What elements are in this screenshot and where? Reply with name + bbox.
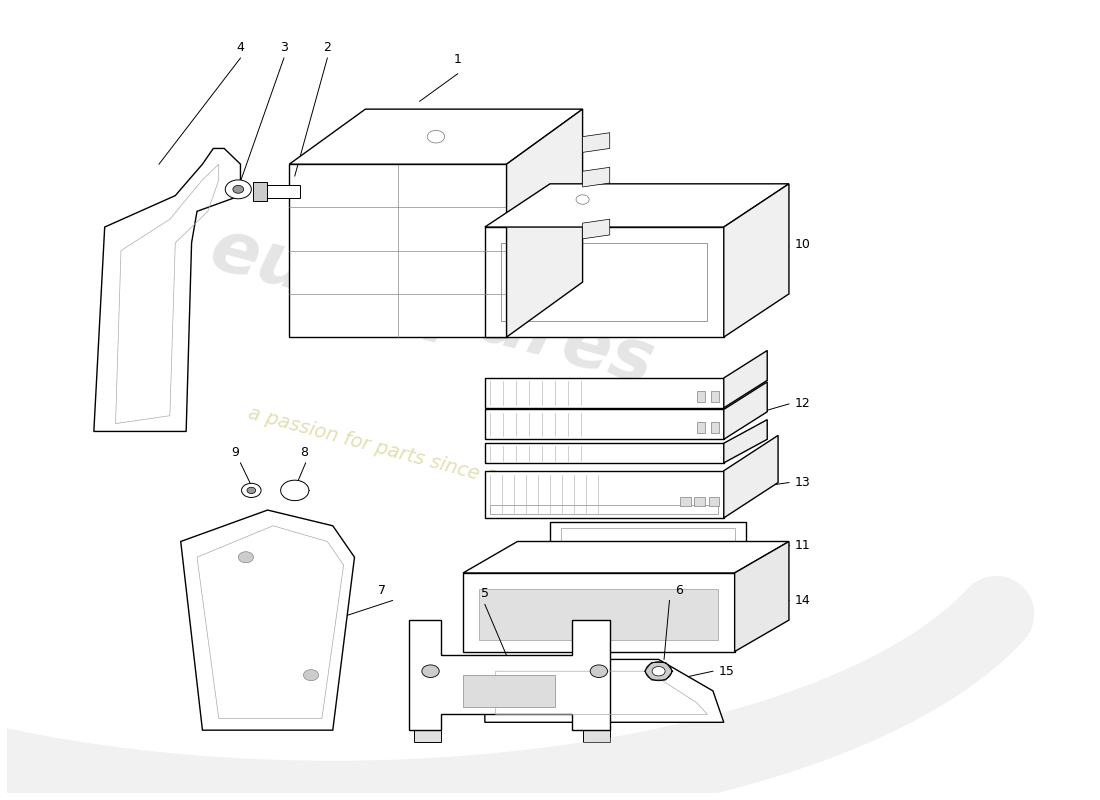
Bar	[696, 422, 705, 433]
Bar	[696, 390, 705, 402]
Bar	[694, 497, 705, 506]
Bar	[583, 728, 609, 742]
Bar	[253, 182, 266, 201]
Text: 6: 6	[675, 583, 683, 597]
Bar	[480, 589, 718, 640]
Polygon shape	[583, 167, 609, 187]
Polygon shape	[180, 510, 354, 730]
Bar	[711, 422, 719, 433]
Text: 11: 11	[794, 539, 810, 552]
Text: a passion for parts since 1985: a passion for parts since 1985	[246, 404, 536, 498]
Bar	[680, 497, 691, 506]
Circle shape	[652, 666, 666, 676]
Circle shape	[304, 670, 319, 681]
Polygon shape	[724, 184, 789, 337]
Text: 2: 2	[323, 41, 331, 54]
Circle shape	[280, 480, 309, 501]
Polygon shape	[583, 219, 609, 239]
Text: 15: 15	[718, 665, 734, 678]
Bar	[463, 573, 735, 651]
Text: 14: 14	[794, 594, 810, 607]
Polygon shape	[507, 109, 583, 337]
Polygon shape	[485, 184, 789, 227]
Text: 4: 4	[236, 41, 244, 54]
Bar	[485, 227, 724, 337]
Polygon shape	[463, 542, 789, 573]
Polygon shape	[409, 620, 609, 730]
Bar	[561, 528, 735, 558]
Bar	[415, 728, 441, 742]
Polygon shape	[289, 109, 583, 164]
Text: 13: 13	[794, 476, 810, 489]
Polygon shape	[735, 542, 789, 651]
Bar	[711, 390, 719, 402]
Bar	[485, 378, 724, 408]
Circle shape	[226, 180, 251, 198]
Circle shape	[646, 662, 672, 681]
Text: 8: 8	[300, 446, 308, 459]
Polygon shape	[724, 350, 767, 408]
Polygon shape	[583, 133, 609, 152]
Polygon shape	[724, 435, 778, 518]
Circle shape	[421, 665, 439, 678]
Text: 10: 10	[794, 238, 811, 251]
Circle shape	[242, 483, 261, 498]
Circle shape	[233, 186, 244, 194]
Polygon shape	[724, 382, 767, 439]
Bar	[485, 470, 724, 518]
Bar	[463, 675, 556, 706]
Bar	[708, 497, 719, 506]
Text: 1: 1	[453, 53, 462, 66]
Circle shape	[239, 552, 253, 562]
Bar	[491, 505, 718, 514]
Polygon shape	[485, 659, 724, 722]
Circle shape	[591, 665, 607, 678]
Polygon shape	[724, 420, 767, 463]
Text: 5: 5	[481, 587, 488, 601]
Polygon shape	[94, 149, 241, 431]
Text: 9: 9	[231, 446, 239, 459]
Text: eurospares: eurospares	[202, 214, 661, 399]
Bar	[485, 443, 724, 463]
Bar	[262, 186, 300, 198]
Text: 7: 7	[377, 583, 386, 597]
Bar	[550, 522, 746, 565]
Bar	[502, 242, 707, 322]
Text: 3: 3	[280, 41, 288, 54]
Bar	[485, 410, 724, 439]
Text: 12: 12	[794, 398, 810, 410]
Bar	[289, 164, 507, 337]
Circle shape	[248, 487, 255, 494]
